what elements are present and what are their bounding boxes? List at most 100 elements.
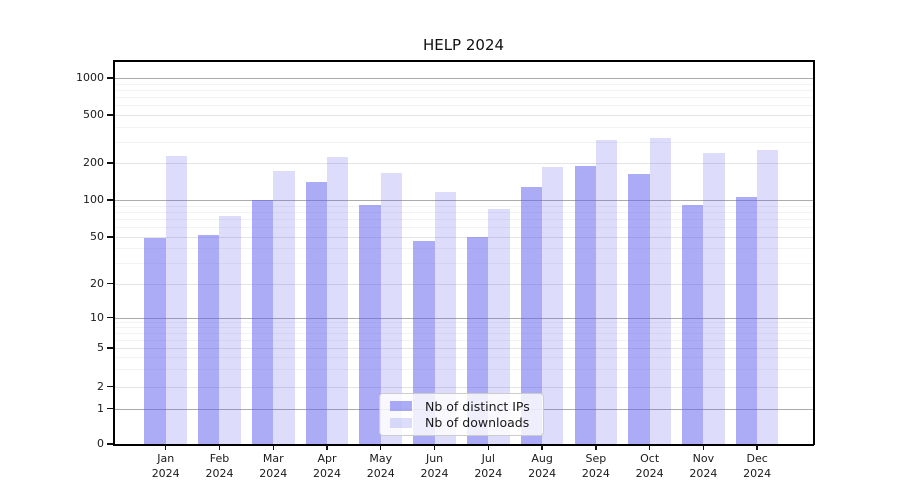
y-tick-label-2: 2 (97, 379, 104, 393)
x-tick-mark-jul (487, 445, 489, 450)
x-tick-mark-may (380, 445, 382, 450)
y-tick-mark-50 (107, 236, 113, 238)
y-tick-mark-200 (107, 162, 113, 164)
bar-oct-downloads (649, 137, 671, 444)
gridline-y-3 (115, 369, 813, 371)
y-tick-mark-20 (107, 282, 113, 285)
x-tick-mark-nov (702, 445, 705, 450)
gridline-y-70 (115, 219, 813, 221)
x-tick-mark-sep (595, 445, 597, 450)
x-tick-mark-feb (218, 445, 221, 450)
x-tick-mark-jan (165, 445, 167, 450)
chart-title: HELP 2024 (422, 36, 505, 54)
x-tick-mark-aug (541, 445, 543, 450)
gridline-y-10 (115, 317, 813, 319)
bar-may-downloads (380, 172, 403, 444)
bar-aug-ips (520, 187, 543, 444)
gridline-y-1000 (115, 78, 813, 79)
x-tick-label-nov: Nov 2024 (689, 452, 718, 480)
bar-mar-downloads (273, 170, 295, 444)
x-tick-mark-jun (433, 445, 436, 450)
bar-aug-downloads (542, 166, 564, 444)
gridline-y-30 (115, 262, 813, 264)
x-tick-label-jan: Jan 2024 (151, 452, 180, 480)
bar-nov-downloads (703, 152, 725, 444)
gridline-y-60 (115, 227, 813, 229)
legend-swatch-downloads (390, 417, 412, 428)
bar-sep-downloads (595, 140, 618, 444)
gridline-y-600 (115, 105, 813, 107)
x-tick-label-feb: Feb 2024 (205, 452, 234, 480)
x-tick-label-dec: Dec 2024 (743, 452, 772, 480)
bar-may-ips (359, 205, 381, 444)
gridline-y-8 (115, 327, 813, 329)
gridline-y-9 (115, 322, 813, 324)
gridline-y-6 (115, 339, 813, 341)
x-tick-label-jul: Jul 2024 (474, 452, 503, 480)
bar-jan-downloads (165, 155, 187, 444)
y-tick-mark-10 (107, 316, 113, 319)
gridline-y-5 (115, 348, 813, 349)
gridline-y-700 (115, 97, 813, 99)
y-tick-label-10: 10 (90, 310, 104, 324)
bar-nov-ips (682, 205, 704, 444)
bar-mar-ips (251, 200, 274, 444)
x-tick-mark-dec (756, 445, 758, 450)
y-tick-mark-100 (107, 199, 113, 201)
gridline-y-200 (115, 163, 813, 164)
spine-left (113, 60, 115, 445)
legend-item-downloads: Nb of downloads (390, 415, 537, 430)
gridline-y-400 (115, 126, 813, 128)
legend-label-distinct-ips: Nb of distinct IPs (425, 398, 530, 414)
gridline-y-4 (115, 357, 813, 359)
bar-feb-ips (198, 234, 220, 444)
legend-item-distinct-ips: Nb of distinct IPs (390, 399, 537, 414)
bar-sep-ips (574, 165, 596, 444)
gridline-y-90 (115, 205, 813, 207)
gridline-y-800 (115, 89, 813, 91)
x-tick-label-sep: Sep 2024 (581, 452, 610, 480)
y-tick-mark-500 (107, 114, 113, 116)
y-tick-mark-0 (107, 443, 113, 445)
y-tick-mark-1 (107, 407, 113, 410)
bar-feb-downloads (219, 216, 241, 444)
y-tick-label-500: 500 (83, 108, 104, 121)
x-tick-mark-mar (272, 445, 274, 450)
y-tick-mark-2 (107, 385, 113, 388)
x-tick-label-oct: Oct 2024 (635, 452, 664, 480)
y-tick-label-50: 50 (90, 230, 104, 243)
y-tick-label-100: 100 (83, 193, 104, 206)
y-tick-mark-5 (107, 347, 113, 349)
bar-oct-ips (628, 173, 650, 444)
y-tick-mark-1000 (107, 77, 113, 79)
spine-right (813, 60, 815, 445)
x-tick-label-jun: Jun 2024 (420, 452, 449, 480)
gridline-y-500 (115, 115, 813, 116)
gridline-y-100 (115, 200, 813, 201)
gridline-y-40 (115, 248, 813, 250)
y-tick-label-1: 1 (97, 401, 104, 415)
x-tick-mark-oct (648, 445, 651, 450)
bar-jul-ips (467, 237, 489, 444)
bar-dec-downloads (757, 150, 779, 444)
y-tick-label-5: 5 (97, 341, 104, 354)
x-tick-mark-apr (326, 445, 328, 450)
legend-swatch-distinct-ips (390, 401, 412, 412)
bar-jan-ips (144, 238, 166, 444)
bar-jul-downloads (488, 209, 510, 444)
y-tick-label-0: 0 (97, 437, 104, 450)
x-tick-label-aug: Aug 2024 (528, 452, 557, 480)
gridline-y-7 (115, 333, 813, 335)
x-tick-label-may: May 2024 (366, 452, 395, 480)
bar-jun-downloads (434, 191, 456, 444)
gridline-y-2 (115, 386, 813, 388)
y-tick-label-200: 200 (83, 156, 104, 169)
x-tick-label-apr: Apr 2024 (313, 452, 341, 480)
bar-apr-ips (305, 182, 327, 444)
legend: Nb of distinct IPs Nb of downloads (379, 393, 544, 436)
gridline-y-80 (115, 211, 813, 213)
gridline-y-50 (115, 237, 813, 238)
bar-dec-ips (735, 196, 758, 444)
gridline-y-20 (115, 283, 813, 285)
